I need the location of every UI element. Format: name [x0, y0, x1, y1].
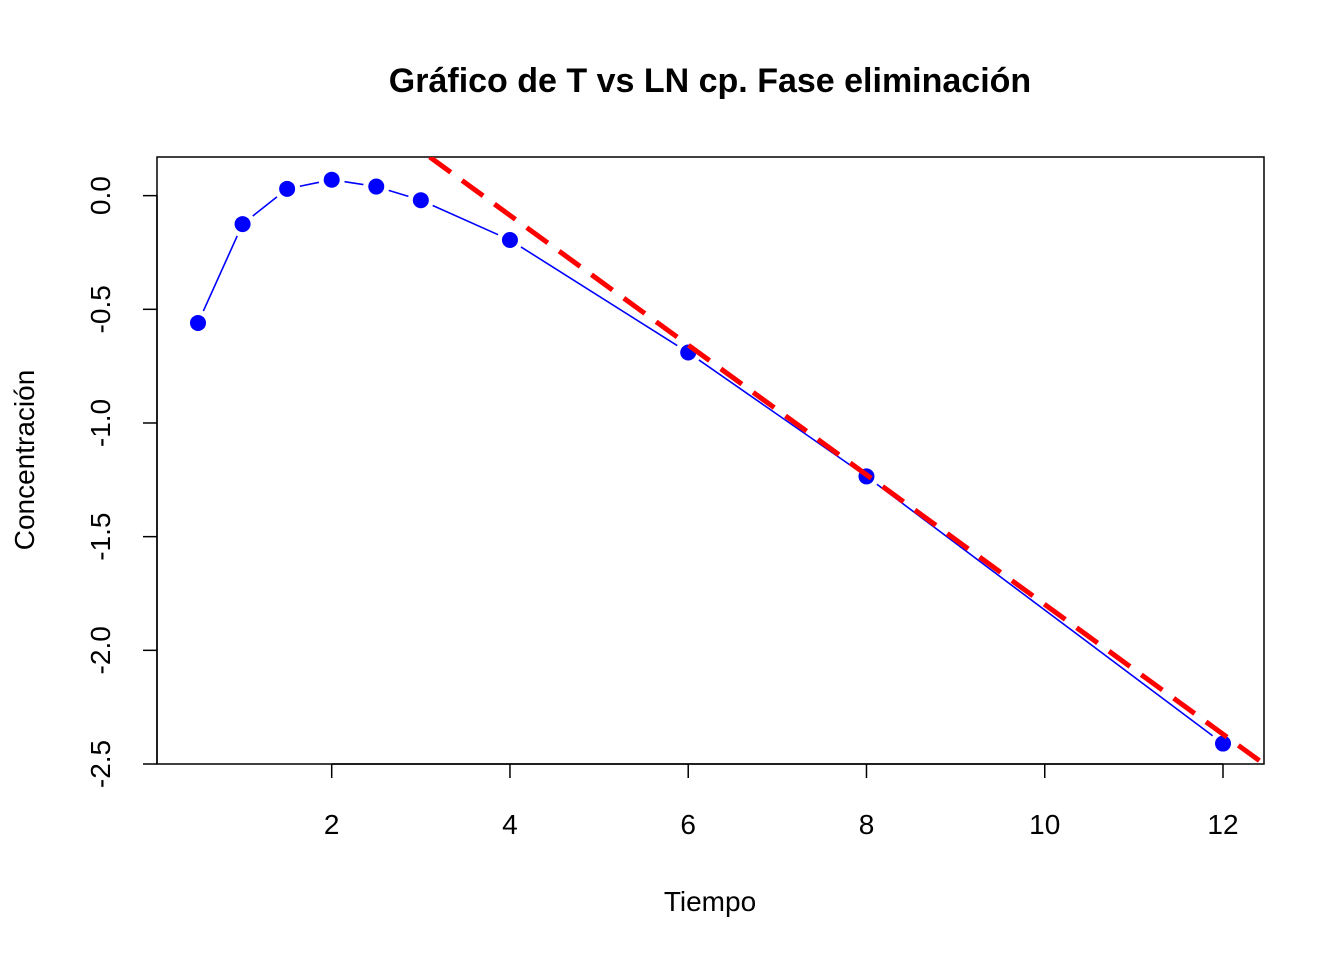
x-tick-label: 8 — [859, 809, 875, 840]
series-line-segment — [202, 235, 238, 312]
x-tick-label: 2 — [324, 809, 340, 840]
y-tick-label: -2.0 — [85, 626, 116, 674]
x-tick-label: 4 — [502, 809, 518, 840]
y-tick-label: -0.5 — [85, 285, 116, 333]
x-tick-label: 12 — [1207, 809, 1238, 840]
series-line-segment — [432, 204, 499, 236]
regression-line — [428, 157, 1264, 764]
x-tick-label: 10 — [1029, 809, 1060, 840]
series-line-segment — [388, 189, 409, 198]
data-point — [323, 171, 340, 188]
y-tick-label: -2.5 — [85, 740, 116, 788]
x-axis: 2 4 6 8 10 12 — [324, 763, 1239, 840]
x-axis-label: Tiempo — [664, 886, 756, 917]
data-point — [368, 178, 385, 195]
y-tick-label: 0.0 — [85, 176, 116, 215]
y-tick-label: -1.0 — [85, 399, 116, 447]
series-layer — [190, 157, 1264, 764]
data-point — [1215, 735, 1231, 752]
data-point — [234, 216, 251, 233]
data-point — [501, 231, 518, 248]
data-point — [190, 314, 206, 331]
series-line-segment — [252, 196, 278, 217]
y-tick-label: -1.5 — [85, 513, 116, 561]
data-point — [412, 192, 429, 209]
series-line-segment — [299, 181, 320, 188]
series-line-segment — [344, 180, 364, 186]
plot-frame — [156, 156, 1265, 765]
y-axis: 0.0 -0.5 -1.0 -1.5 -2.0 -2.5 — [85, 176, 158, 788]
chart-title: Gráfico de T vs LN cp. Fase eliminación — [389, 62, 1031, 100]
data-point — [279, 180, 296, 197]
series-line-segment — [520, 246, 678, 347]
x-tick-label: 6 — [680, 809, 696, 840]
y-axis-label: Concentración — [9, 370, 40, 551]
